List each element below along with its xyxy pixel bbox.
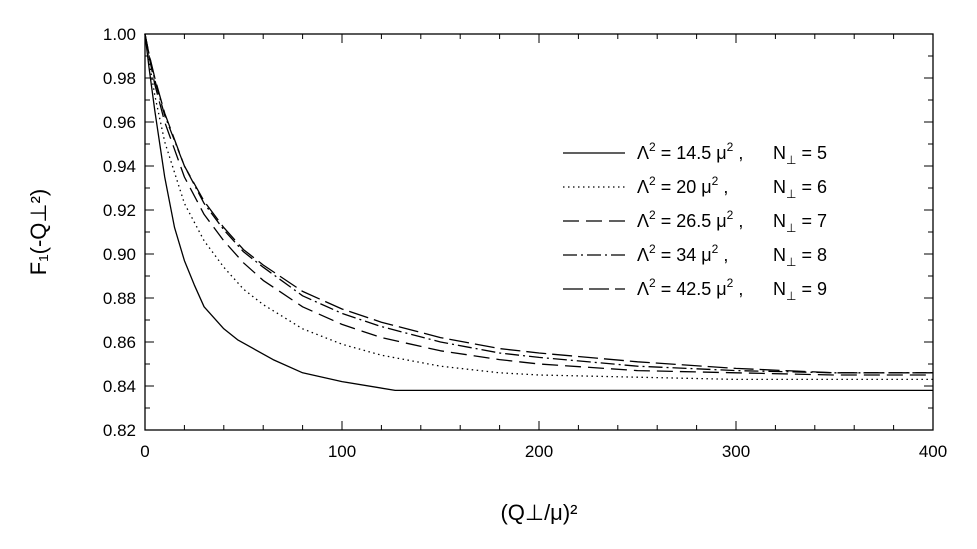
x-tick-label: 300	[722, 442, 750, 461]
y-tick-label: 0.98	[103, 69, 136, 88]
y-tick-label: 0.92	[103, 201, 136, 220]
legend-n-4: N⊥ = 8	[773, 245, 827, 269]
legend-lambda-1: Λ2 = 14.5 μ2 ,	[637, 140, 743, 163]
series-line-3	[144, 33, 933, 376]
legend-n-2: N⊥ = 6	[773, 177, 827, 201]
y-tick-label: 0.82	[103, 421, 136, 440]
y-axis-title-group: F₁(-Q⊥²)	[26, 189, 51, 275]
y-tick-label: 0.94	[103, 157, 136, 176]
axis-ticks	[144, 33, 934, 431]
legend-n-5: N⊥ = 9	[773, 279, 827, 303]
y-axis-title: F₁(-Q⊥²)	[26, 189, 51, 275]
y-tick-label: 0.84	[103, 377, 136, 396]
plot-frame	[144, 33, 934, 431]
y-tick-label: 0.90	[103, 245, 136, 264]
tick-labels: 0 100 200 300 400 0.82 0.84 0.86 0.88 0.90 0.92 0.9…	[103, 25, 947, 461]
x-tick-label: 0	[140, 442, 149, 461]
legend-lambda-4: Λ2 = 34 μ2 ,	[637, 242, 728, 265]
x-tick-label: 100	[328, 442, 356, 461]
x-tick-label: 400	[919, 442, 947, 461]
series-lines	[144, 33, 933, 392]
series-line-1	[144, 33, 933, 392]
y-tick-label: 0.96	[103, 113, 136, 132]
legend-n-1: N⊥ = 5	[773, 143, 827, 167]
series-line-4	[144, 33, 933, 374]
legend-lambda-2: Λ2 = 20 μ2 ,	[637, 174, 728, 197]
legend-lambda-3: Λ2 = 26.5 μ2 ,	[637, 208, 743, 231]
legend: Λ2 = 14.5 μ2 , N⊥ = 5 Λ2 = 20 μ2 , N⊥ = 6 Λ2…	[563, 140, 827, 303]
y-tick-label: 0.86	[103, 333, 136, 352]
legend-n-3: N⊥ = 7	[773, 211, 827, 235]
x-tick-label: 200	[525, 442, 553, 461]
x-axis-title: (Q⊥/μ)²	[500, 500, 577, 525]
y-tick-label: 1.00	[103, 25, 136, 44]
series-line-2	[144, 33, 933, 381]
y-tick-label: 0.88	[103, 289, 136, 308]
series-line-5	[144, 33, 933, 374]
legend-lambda-5: Λ2 = 42.5 μ2 ,	[637, 276, 743, 299]
